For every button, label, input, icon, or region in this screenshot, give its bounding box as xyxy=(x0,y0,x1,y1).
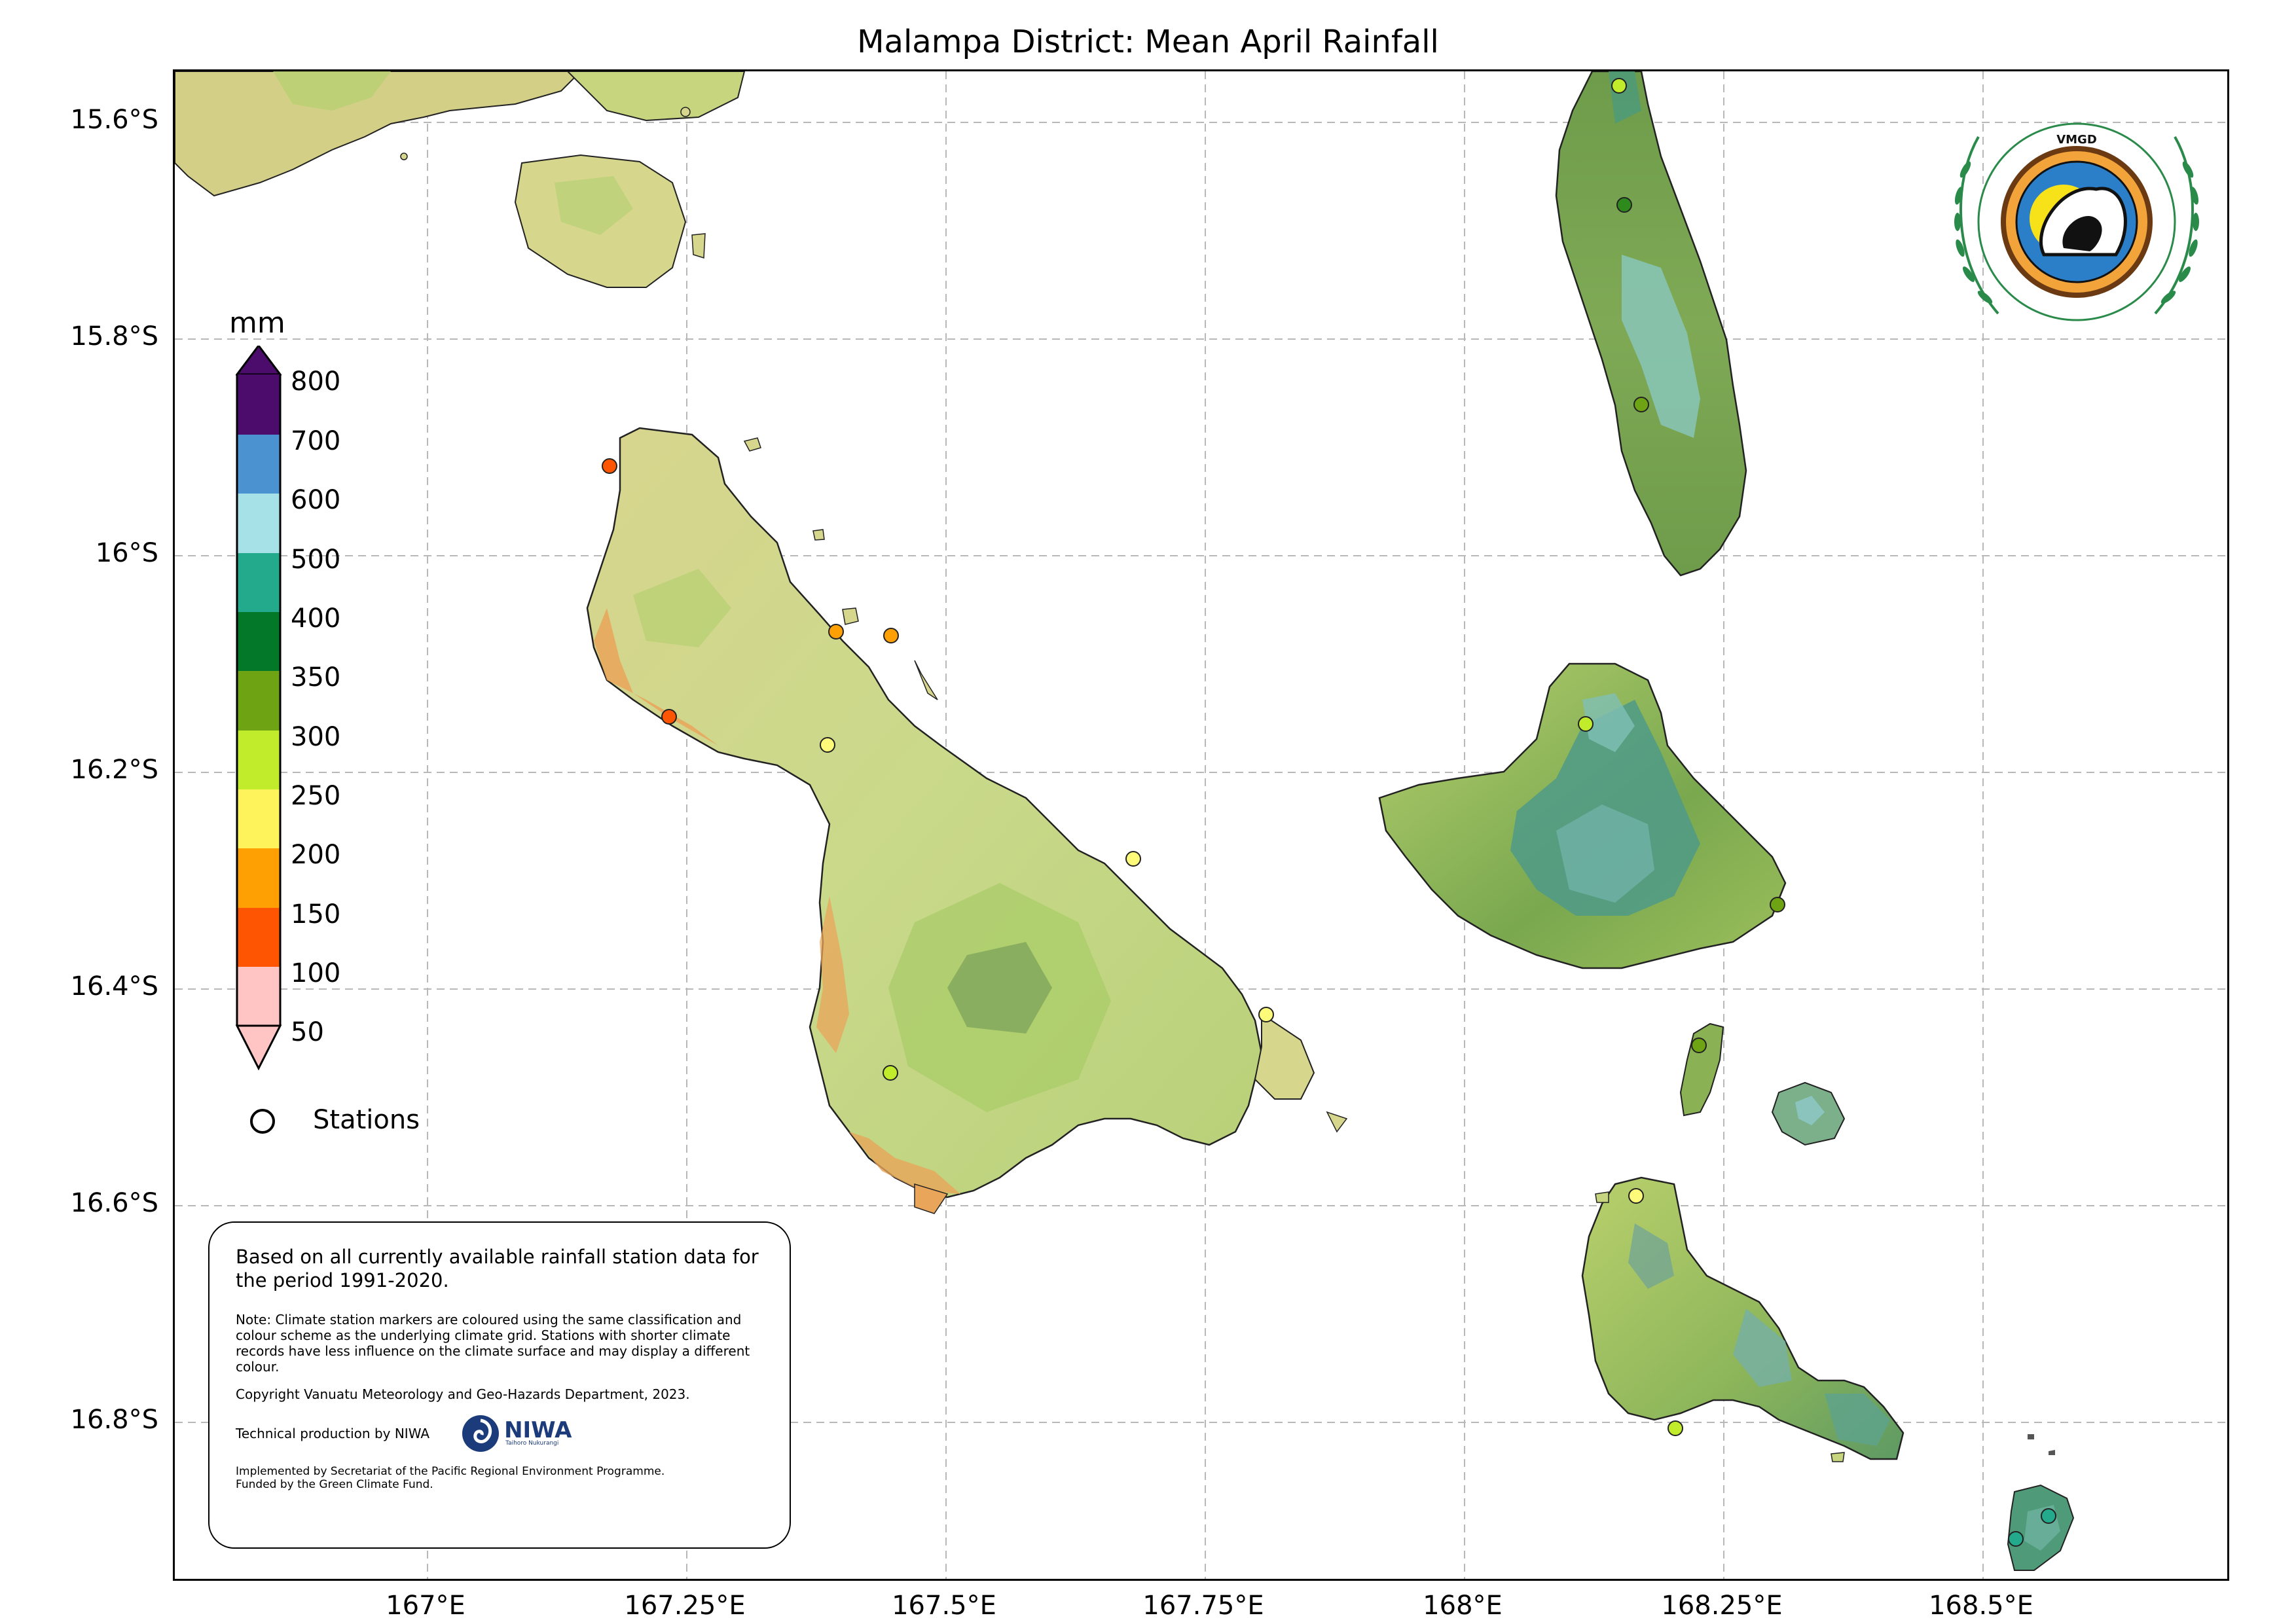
colorbar-tick-250: 250 xyxy=(291,781,341,811)
station-marker[interactable] xyxy=(1691,1038,1707,1053)
lon-label-168-50: 168.5°E xyxy=(1929,1591,2033,1621)
station-marker[interactable] xyxy=(1611,78,1627,94)
island-north-small xyxy=(566,71,746,122)
station-legend-label: Stations xyxy=(313,1105,420,1135)
logo-text-arc: VMGD xyxy=(2056,133,2097,147)
info-copyright: Copyright Vanuatu Meteorology and Geo-Ha… xyxy=(236,1386,690,1402)
niwa-subtitle: Taihoro Nukurangi xyxy=(505,1440,559,1447)
niwa-row: Technical production by NIWA NIWA Taihor… xyxy=(236,1414,763,1453)
lon-label-167-25: 167.25°E xyxy=(624,1591,746,1621)
lon-label-167-75: 167.75°E xyxy=(1142,1591,1264,1621)
station-marker[interactable] xyxy=(602,458,617,474)
station-marker[interactable] xyxy=(2041,1508,2056,1524)
lat-label-16-2: 16.2°S xyxy=(70,755,158,785)
malakula-east-islets xyxy=(1254,1013,1315,1100)
lat-label-16-0: 16°S xyxy=(95,538,158,568)
map-canvas: VMGD xyxy=(175,71,2227,1579)
station-marker[interactable] xyxy=(1633,397,1649,412)
colorbar-tick-100: 100 xyxy=(291,958,341,988)
lat-label-16-4: 16.4°S xyxy=(70,971,158,1001)
station-marker[interactable] xyxy=(1578,716,1594,732)
info-box: Based on all currently available rainfal… xyxy=(208,1221,791,1549)
station-marker[interactable] xyxy=(828,624,844,640)
paama-island xyxy=(1679,1022,1724,1117)
lon-label-167-50: 167.5°E xyxy=(892,1591,996,1621)
colorbar-tick-50: 50 xyxy=(291,1017,324,1047)
station-marker[interactable] xyxy=(661,709,677,725)
colorbar-tick-700: 700 xyxy=(291,426,341,456)
info-funded: Funded by the Green Climate Fund. xyxy=(236,1478,433,1491)
lon-label-167-00: 167°E xyxy=(386,1591,465,1621)
colorbar-tick-800: 800 xyxy=(291,367,341,397)
station-marker[interactable] xyxy=(883,628,899,643)
colorbar-tick-350: 350 xyxy=(291,662,341,693)
colorbar-tick-200: 200 xyxy=(291,840,341,870)
info-main-text: Based on all currently available rainfal… xyxy=(236,1246,759,1291)
santo-south-coast xyxy=(175,71,582,197)
station-marker[interactable] xyxy=(1770,897,1785,912)
lat-label-16-6: 16.6°S xyxy=(70,1188,158,1218)
station-legend-icon xyxy=(250,1109,275,1134)
malakula-island xyxy=(586,427,1263,1199)
colorbar-unit: mm xyxy=(229,306,285,340)
vmgd-logo: VMGD xyxy=(1954,122,2199,321)
station-marker[interactable] xyxy=(2008,1531,2024,1547)
colorbar-tick-400: 400 xyxy=(291,604,341,634)
station-marker[interactable] xyxy=(1125,851,1141,867)
lat-label-15-6: 15.6°S xyxy=(70,105,158,135)
lon-label-168-00: 168°E xyxy=(1423,1591,1503,1621)
lat-label-15-8: 15.8°S xyxy=(70,321,158,352)
station-marker[interactable] xyxy=(1667,1420,1683,1436)
info-note: Note: Climate station markers are colour… xyxy=(236,1312,750,1375)
info-implemented: Implemented by Secretariat of the Pacifi… xyxy=(236,1465,665,1478)
station-marker[interactable] xyxy=(1616,197,1632,213)
colorbar-tick-600: 600 xyxy=(291,485,341,515)
colorbar-tick-300: 300 xyxy=(291,722,341,752)
lat-label-16-8: 16.8°S xyxy=(70,1405,158,1435)
station-marker[interactable] xyxy=(883,1065,898,1081)
station-marker[interactable] xyxy=(1258,1007,1274,1022)
lon-label-168-25: 168.25°E xyxy=(1661,1591,1783,1621)
info-technical: Technical production by NIWA xyxy=(236,1426,430,1441)
station-marker[interactable] xyxy=(1628,1188,1644,1204)
station-marker[interactable] xyxy=(820,737,835,753)
niwa-wordmark: NIWA xyxy=(504,1417,572,1443)
station-markers xyxy=(602,78,2056,1547)
colorbar-tick-500: 500 xyxy=(291,545,341,575)
niwa-logo: NIWA Taihoro Nukurangi xyxy=(461,1414,572,1453)
colorbar-tick-150: 150 xyxy=(291,899,341,929)
map-title: Malampa District: Mean April Rainfall xyxy=(857,24,1439,60)
niwa-swirl-icon xyxy=(462,1415,500,1452)
colorbar xyxy=(236,346,282,1071)
